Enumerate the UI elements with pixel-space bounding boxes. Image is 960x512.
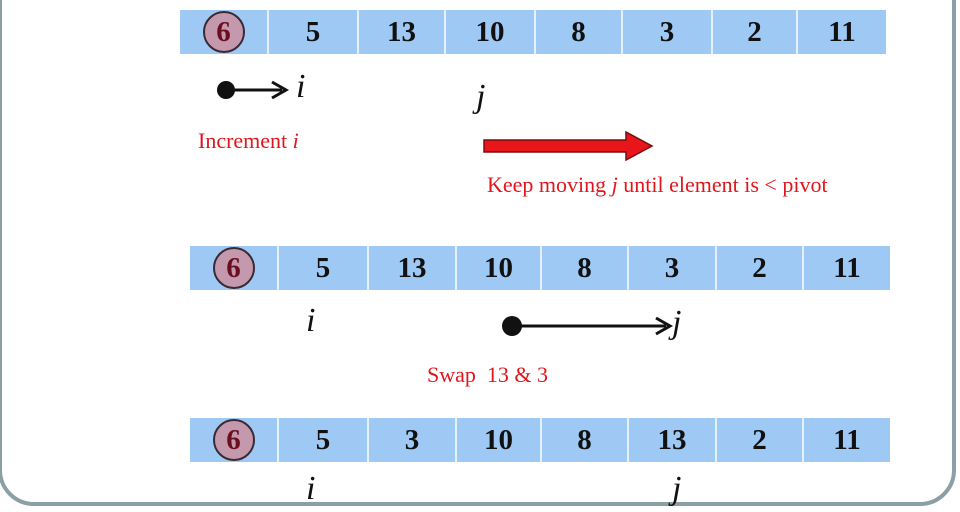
- array-cell: 5: [277, 246, 367, 290]
- array-cell: 3: [627, 246, 715, 290]
- array-row-1: 6 5 13 10 8 3 2 11: [180, 10, 886, 54]
- increment-label: Increment i: [198, 128, 299, 153]
- array-cell: 2: [715, 246, 802, 290]
- keep-moving-label: Keep moving j until element is < pivot: [487, 172, 828, 197]
- array-cell-pivot: 6: [190, 418, 277, 462]
- array-cell: 8: [540, 418, 627, 462]
- swap-label: Swap 13 & 3: [427, 362, 548, 387]
- array-cell: 8: [534, 10, 621, 54]
- array-cell: 10: [444, 10, 534, 54]
- array-cell: 13: [367, 246, 455, 290]
- pivot-circle: 6: [212, 419, 255, 461]
- array-cell: 11: [802, 246, 890, 290]
- array-cell: 3: [367, 418, 455, 462]
- pointer-j: j: [672, 304, 682, 341]
- array-cell: 13: [357, 10, 444, 54]
- array-cell-pivot: 6: [180, 10, 267, 54]
- pointer-i: i: [296, 68, 306, 105]
- array-cell: 10: [455, 246, 540, 290]
- array-cell-pivot: 6: [190, 246, 277, 290]
- array-cell: 8: [540, 246, 627, 290]
- pointer-j: j: [476, 78, 486, 115]
- pivot-circle: 6: [212, 247, 255, 289]
- array-cell: 2: [711, 10, 796, 54]
- array-cell: 10: [455, 418, 540, 462]
- array-cell: 5: [267, 10, 357, 54]
- array-row-3: 6 5 3 10 8 13 2 11: [190, 418, 890, 462]
- array-cell: 13: [627, 418, 715, 462]
- array-cell: 3: [621, 10, 711, 54]
- array-cell: 11: [796, 10, 886, 54]
- array-cell: 5: [277, 418, 367, 462]
- array-row-2: 6 5 13 10 8 3 2 11: [190, 246, 890, 290]
- pointer-j: j: [672, 470, 682, 507]
- keep-moving-arrow: [483, 130, 654, 162]
- pointer-i: i: [306, 302, 316, 339]
- pointer-i: i: [306, 470, 316, 507]
- array-cell: 2: [715, 418, 802, 462]
- j-pointer-arrow: [502, 316, 674, 336]
- array-cell: 11: [802, 418, 890, 462]
- i-pointer-arrow: [217, 80, 290, 100]
- pivot-circle: 6: [202, 11, 245, 53]
